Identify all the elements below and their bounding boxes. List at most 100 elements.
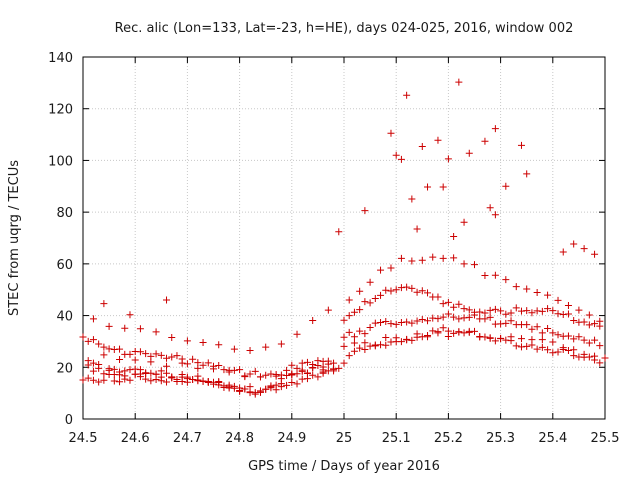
data-point (340, 342, 348, 350)
data-point (105, 345, 113, 353)
data-point (330, 359, 338, 367)
data-point (429, 253, 437, 261)
data-point (554, 296, 562, 304)
data-point (596, 342, 604, 350)
data-point (157, 351, 165, 359)
data-point (523, 285, 531, 293)
data-point (371, 342, 379, 350)
data-point (84, 357, 92, 365)
data-point (163, 362, 171, 370)
data-point (392, 320, 400, 328)
data-point (455, 300, 463, 308)
data-point (361, 330, 369, 338)
data-point (434, 136, 442, 144)
data-point (267, 370, 275, 378)
data-point (403, 283, 411, 291)
data-point (481, 271, 489, 279)
y-tick-label: 0 (65, 413, 73, 428)
data-point (168, 353, 176, 361)
x-axis-label: GPS time / Days of year 2016 (248, 459, 440, 474)
data-point (100, 351, 108, 359)
data-point (497, 320, 505, 328)
data-point (225, 383, 233, 391)
data-point (544, 291, 552, 299)
data-point (554, 331, 562, 339)
data-point (371, 295, 379, 303)
data-point (460, 218, 468, 226)
data-point (591, 336, 599, 344)
data-point (491, 305, 499, 313)
data-point (580, 318, 588, 326)
data-point (345, 328, 353, 336)
data-point (439, 300, 447, 308)
data-point (444, 333, 452, 341)
data-point (89, 376, 97, 384)
data-point (79, 376, 87, 384)
data-point (570, 346, 578, 354)
data-point (215, 341, 223, 349)
data-point (314, 357, 322, 365)
data-point (418, 142, 426, 150)
data-point (324, 357, 332, 365)
data-point (486, 334, 494, 342)
data-point (105, 322, 113, 330)
data-point (136, 373, 144, 381)
data-point (397, 284, 405, 292)
data-point (434, 329, 442, 337)
data-point (564, 332, 572, 340)
data-point (413, 288, 421, 296)
data-point (116, 356, 124, 364)
data-point (246, 370, 254, 378)
data-point (403, 318, 411, 326)
data-point (476, 333, 484, 341)
data-point (502, 276, 510, 284)
data-point (444, 155, 452, 163)
data-point (403, 335, 411, 343)
data-point (575, 306, 583, 314)
data-point (418, 256, 426, 264)
data-point (444, 298, 452, 306)
data-point (335, 228, 343, 236)
data-point (350, 347, 358, 355)
data-point (491, 337, 499, 345)
data-point (455, 78, 463, 86)
data-point (580, 336, 588, 344)
data-point (377, 341, 385, 349)
data-point (554, 348, 562, 356)
y-tick-label: 100 (48, 154, 73, 169)
data-point (267, 383, 275, 391)
data-point (330, 367, 338, 375)
data-point (538, 336, 546, 344)
data-point (408, 319, 416, 327)
data-point (434, 293, 442, 301)
data-point (356, 287, 364, 295)
data-point (455, 315, 463, 323)
data-point (345, 352, 353, 360)
data-point (392, 286, 400, 294)
data-point (486, 306, 494, 314)
data-point (377, 319, 385, 327)
data-point (538, 329, 546, 337)
data-point (152, 328, 160, 336)
data-point (230, 366, 238, 374)
data-point (549, 329, 557, 337)
data-point (408, 257, 416, 265)
data-point (220, 382, 228, 390)
data-point (533, 323, 541, 331)
data-point (163, 378, 171, 386)
chart-title: Rec. alic (Lon=133, Lat=-23, h=HE), days… (115, 21, 574, 36)
data-point (523, 321, 531, 329)
data-point (163, 369, 171, 377)
data-point (544, 346, 552, 354)
data-point (194, 364, 202, 372)
data-point (465, 306, 473, 314)
data-point (298, 359, 306, 367)
data-point (554, 310, 562, 318)
x-tick-label: 24.7 (173, 431, 202, 446)
data-point (538, 307, 546, 315)
data-point (403, 91, 411, 99)
data-point (189, 355, 197, 363)
data-point (126, 376, 134, 384)
data-point (136, 325, 144, 333)
data-point (95, 340, 103, 348)
